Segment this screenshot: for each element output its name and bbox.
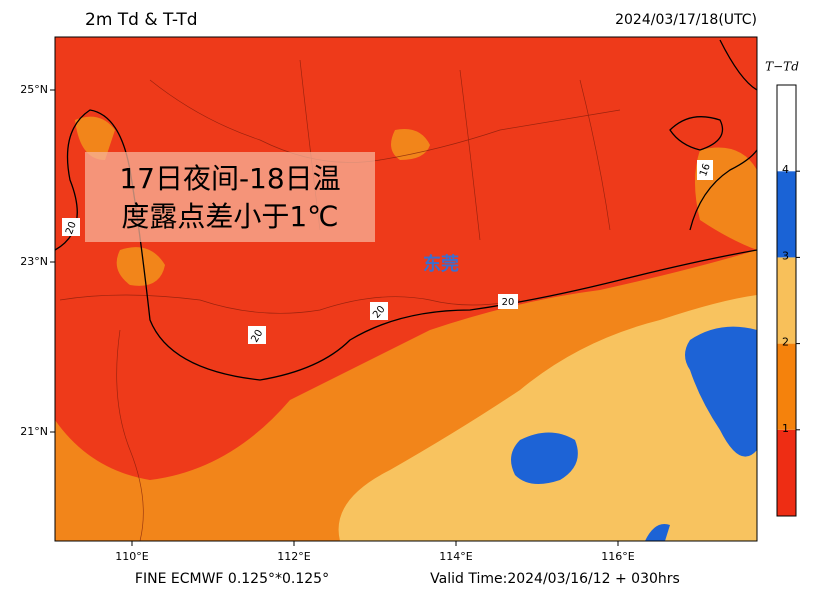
contours bbox=[55, 39, 757, 381]
lat-label: 25°N bbox=[20, 83, 48, 96]
lon-axis: 110°E 112°E 114°E 116°E bbox=[115, 541, 635, 563]
contour-labels: 20 20 20 20 16 bbox=[62, 160, 713, 345]
colorbar-tick-label: 1 bbox=[782, 422, 789, 435]
yellow-region bbox=[338, 295, 757, 541]
lat-label: 23°N bbox=[20, 255, 48, 268]
title: 2m Td & T-Td bbox=[85, 10, 198, 30]
footer-left: FINE ECMWF 0.125°*0.125° bbox=[135, 571, 329, 587]
contour-label-box bbox=[498, 294, 518, 309]
colorbar-segment bbox=[777, 257, 796, 344]
colorbar-tick-label: 2 bbox=[782, 336, 789, 349]
annotation-line: 度露点差小于1℃ bbox=[121, 200, 338, 233]
colorbar-segment bbox=[777, 343, 796, 430]
contour-label-box bbox=[248, 326, 266, 344]
contour-label: 20 bbox=[502, 297, 515, 308]
lon-label: 114°E bbox=[439, 550, 472, 563]
footer-right: Valid Time:2024/03/16/12 + 030hrs bbox=[430, 571, 680, 587]
city-label: 东莞 bbox=[423, 253, 459, 275]
colorbar-segment bbox=[777, 429, 796, 516]
contour-label: 20 bbox=[64, 220, 79, 236]
colorbar-tick-label: 4 bbox=[782, 163, 789, 176]
lon-label: 112°E bbox=[277, 550, 310, 563]
blue-region bbox=[511, 432, 578, 484]
colorbar: 1 2 3 4 bbox=[776, 84, 800, 517]
annotation-line: 17日夜间-18日温 bbox=[119, 162, 340, 195]
contour-label: 16 bbox=[698, 162, 713, 178]
orange-region bbox=[75, 116, 115, 160]
colorbar-tick-label: 3 bbox=[782, 249, 789, 262]
lat-axis: 25°N 23°N 21°N bbox=[20, 83, 55, 438]
lat-label: 21°N bbox=[20, 425, 48, 438]
contour-label-box bbox=[370, 302, 388, 320]
contour-label-box bbox=[697, 160, 713, 180]
blue-region bbox=[685, 326, 757, 457]
orange-region bbox=[116, 247, 165, 286]
colorbar-segment bbox=[777, 171, 796, 258]
colorbar-title: T−Td bbox=[765, 60, 799, 74]
datetime: 2024/03/17/18(UTC) bbox=[615, 12, 757, 28]
annotation-box bbox=[85, 152, 375, 242]
lon-label: 110°E bbox=[115, 550, 148, 563]
colorbar-frame bbox=[776, 84, 797, 517]
blue-region bbox=[645, 524, 670, 541]
lon-label: 116°E bbox=[601, 550, 634, 563]
map bbox=[55, 37, 757, 541]
colorbar-segment bbox=[777, 85, 796, 172]
map-frame bbox=[54, 36, 758, 542]
contour-label-box bbox=[62, 218, 80, 236]
